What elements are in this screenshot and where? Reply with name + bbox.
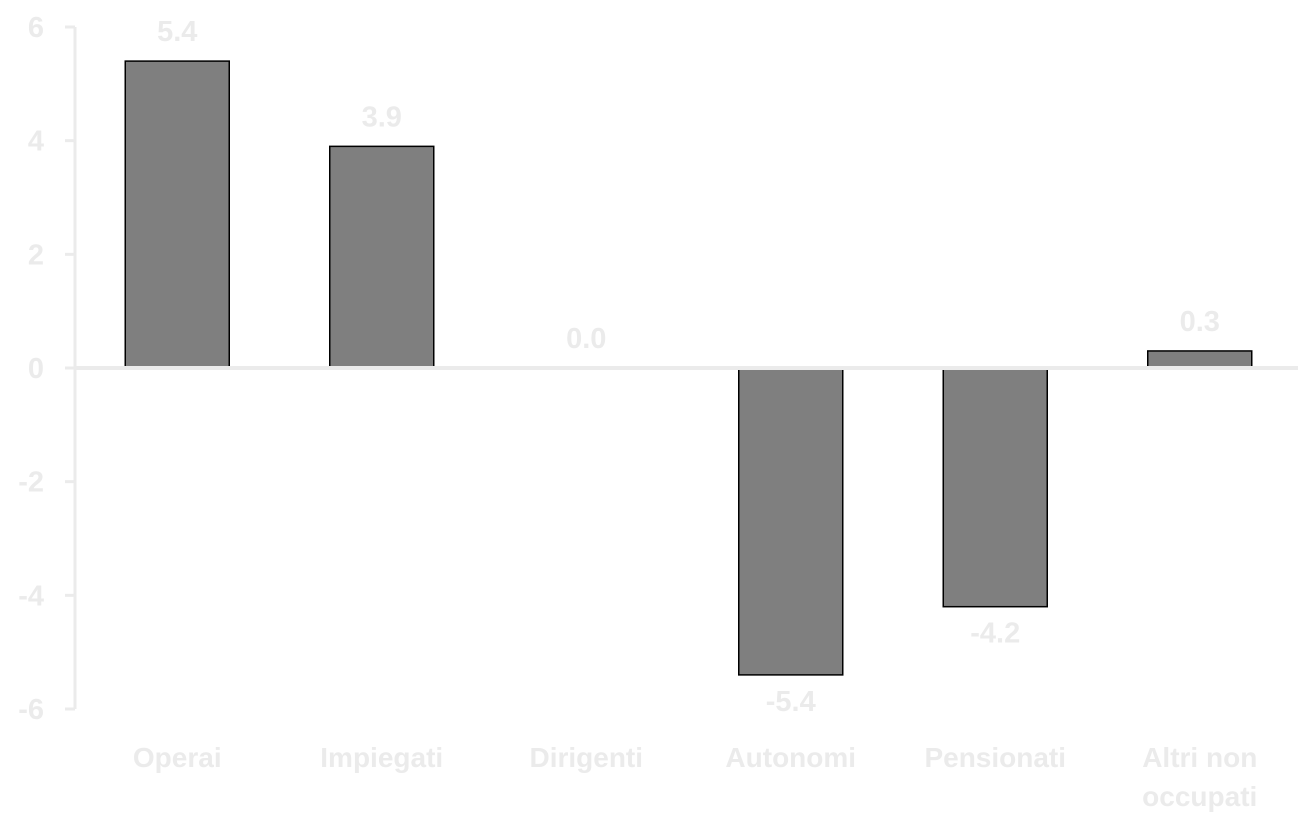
y-tick-label: -4: [18, 580, 44, 612]
x-tick-label: Altri non: [1142, 742, 1257, 773]
data-label: 0.3: [1180, 306, 1220, 338]
x-tick-label: Dirigenti: [529, 742, 643, 773]
y-tick-label: -6: [18, 694, 44, 726]
bar: [329, 145, 435, 369]
data-label: 0.0: [566, 323, 606, 355]
y-tick-label: -2: [18, 467, 44, 499]
y-tick-label: 0: [28, 353, 44, 385]
x-tick-label: Autonomi: [725, 742, 856, 773]
data-label: -4.2: [970, 618, 1020, 650]
x-tick-label: Impiegati: [320, 742, 443, 773]
y-tick-label: 2: [28, 239, 44, 271]
bar: [738, 367, 844, 676]
bar: [1147, 350, 1253, 369]
data-label: 3.9: [362, 101, 402, 133]
bars: [124, 60, 1253, 676]
x-tick-label: Pensionati: [924, 742, 1066, 773]
y-tick-label: 6: [28, 12, 44, 44]
x-axis-labels: Operai Impiegati Dirigenti Autonomi Pensiona…: [133, 742, 1257, 812]
data-label: -5.4: [766, 686, 816, 718]
y-axis: 6 4 2 0 -2 -4 -6: [18, 12, 77, 726]
bar: [124, 60, 230, 369]
bar: [942, 367, 1048, 608]
data-label: 5.4: [157, 16, 197, 48]
x-tick-label: Operai: [133, 742, 222, 773]
x-tick-label: occupati: [1142, 781, 1257, 812]
y-tick-label: 4: [28, 126, 44, 158]
data-labels: 5.4 3.9 0.0 -5.4 -4.2 0.3: [157, 16, 1220, 718]
